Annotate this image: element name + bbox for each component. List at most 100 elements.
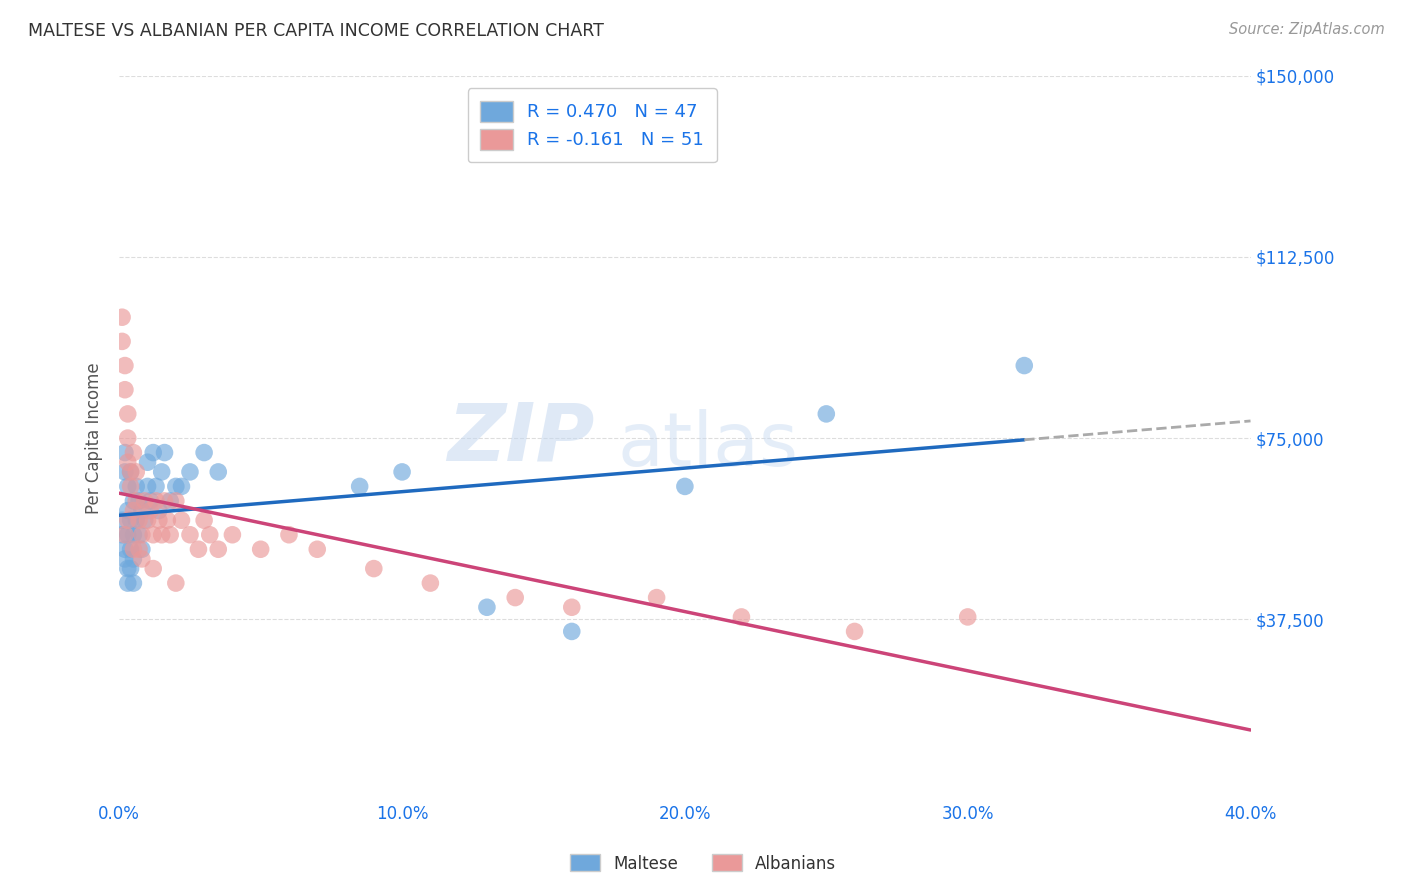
Point <box>117 455 139 469</box>
Point <box>142 445 165 459</box>
Point <box>125 465 148 479</box>
Point <box>165 576 187 591</box>
Point <box>120 542 142 557</box>
Text: Source: ZipAtlas.com: Source: ZipAtlas.com <box>1229 22 1385 37</box>
Point <box>111 334 134 349</box>
Point <box>278 527 301 541</box>
Point <box>844 624 866 639</box>
Point <box>117 527 139 541</box>
Point <box>120 465 142 479</box>
Point <box>165 494 187 508</box>
Point <box>136 455 159 469</box>
Point <box>134 513 156 527</box>
Point <box>128 513 150 527</box>
Point <box>114 445 136 459</box>
Point <box>114 552 136 566</box>
Point <box>815 407 838 421</box>
Point <box>122 494 145 508</box>
Point <box>1014 359 1036 373</box>
Point <box>165 479 187 493</box>
Point <box>136 513 159 527</box>
Point <box>114 359 136 373</box>
Point <box>170 513 193 527</box>
Point <box>131 542 153 557</box>
Point <box>120 561 142 575</box>
Point <box>114 465 136 479</box>
Point <box>134 494 156 508</box>
Point <box>114 542 136 557</box>
Point <box>117 561 139 575</box>
Text: ZIP: ZIP <box>447 399 595 477</box>
Point <box>122 576 145 591</box>
Point <box>139 494 162 508</box>
Point <box>150 465 173 479</box>
Point <box>249 542 271 557</box>
Point <box>561 624 583 639</box>
Text: atlas: atlas <box>617 409 799 482</box>
Point <box>307 542 329 557</box>
Point <box>128 527 150 541</box>
Point <box>128 542 150 557</box>
Point <box>117 576 139 591</box>
Legend: R = 0.470   N = 47, R = -0.161   N = 51: R = 0.470 N = 47, R = -0.161 N = 51 <box>468 88 717 162</box>
Point <box>117 407 139 421</box>
Point <box>207 465 229 479</box>
Point <box>128 494 150 508</box>
Point <box>114 527 136 541</box>
Point <box>148 503 170 517</box>
Point <box>153 445 176 459</box>
Point <box>122 445 145 459</box>
Point <box>363 561 385 575</box>
Point <box>120 465 142 479</box>
Point <box>221 527 243 541</box>
Point <box>179 527 201 541</box>
Legend: Maltese, Albanians: Maltese, Albanians <box>564 847 842 880</box>
Point <box>122 552 145 566</box>
Point <box>131 503 153 517</box>
Point <box>349 479 371 493</box>
Point <box>198 527 221 541</box>
Point <box>125 513 148 527</box>
Point <box>956 610 979 624</box>
Point <box>117 479 139 493</box>
Point <box>419 576 441 591</box>
Point <box>561 600 583 615</box>
Point <box>122 542 145 557</box>
Point <box>117 431 139 445</box>
Point <box>114 383 136 397</box>
Point <box>111 527 134 541</box>
Point <box>125 479 148 493</box>
Point <box>125 494 148 508</box>
Point <box>187 542 209 557</box>
Point <box>139 503 162 517</box>
Point <box>142 561 165 575</box>
Y-axis label: Per Capita Income: Per Capita Income <box>86 362 103 514</box>
Point <box>117 503 139 517</box>
Point <box>150 527 173 541</box>
Point <box>193 513 215 527</box>
Point <box>475 600 498 615</box>
Point <box>131 527 153 541</box>
Point <box>145 479 167 493</box>
Point <box>645 591 668 605</box>
Point <box>120 479 142 493</box>
Point <box>153 494 176 508</box>
Point <box>503 591 526 605</box>
Point <box>136 479 159 493</box>
Point <box>179 465 201 479</box>
Point <box>111 310 134 325</box>
Point <box>148 513 170 527</box>
Point <box>117 513 139 527</box>
Point <box>730 610 752 624</box>
Point <box>673 479 696 493</box>
Point <box>111 513 134 527</box>
Point <box>391 465 413 479</box>
Point <box>142 527 165 541</box>
Point <box>170 479 193 493</box>
Point <box>207 542 229 557</box>
Point <box>193 445 215 459</box>
Point <box>159 527 181 541</box>
Point <box>156 513 179 527</box>
Point <box>145 494 167 508</box>
Point <box>122 527 145 541</box>
